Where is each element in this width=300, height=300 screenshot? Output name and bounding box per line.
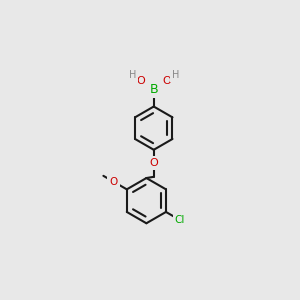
Text: O: O [136, 76, 145, 86]
Text: H: H [128, 70, 136, 80]
Text: B: B [149, 83, 158, 96]
Text: O: O [110, 177, 118, 187]
Text: O: O [163, 76, 171, 86]
Text: H: H [172, 70, 179, 80]
Text: Cl: Cl [175, 215, 185, 225]
Text: O: O [149, 158, 158, 168]
